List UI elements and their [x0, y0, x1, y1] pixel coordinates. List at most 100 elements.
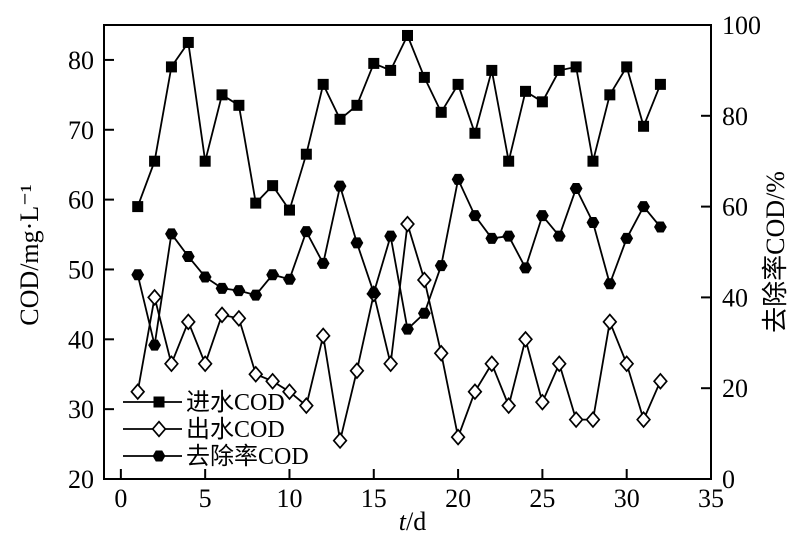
hexagon-marker-icon	[266, 269, 280, 281]
y-left-tick-label: 30	[68, 395, 94, 424]
y-right-tick-label: 40	[722, 283, 748, 312]
y-left-tick-label: 50	[68, 255, 94, 284]
hexagon-marker-icon	[283, 273, 296, 285]
square-marker-icon	[486, 64, 498, 76]
diamond-marker-icon	[568, 411, 584, 429]
diamond-marker-icon	[551, 355, 567, 373]
square-marker-icon	[317, 78, 329, 90]
square-marker-icon	[570, 61, 582, 73]
diamond-marker-icon	[180, 313, 196, 331]
diamond-marker-icon	[265, 372, 281, 390]
plot-border	[103, 24, 712, 480]
hexagon-marker-icon	[249, 289, 263, 301]
square-marker-icon	[351, 99, 363, 111]
diamond-marker-icon	[534, 393, 550, 411]
hexagon-marker-icon	[637, 201, 650, 213]
square-marker-icon	[267, 180, 279, 192]
y-right-axis-label: 去除率COD/%	[761, 171, 790, 333]
diamond-marker-icon	[332, 431, 348, 450]
square-marker-icon	[283, 204, 295, 216]
hexagon-marker-icon	[232, 285, 246, 297]
hexagon-marker-icon	[152, 450, 166, 462]
y-left-tick-label: 60	[68, 186, 94, 215]
diamond-marker-icon	[619, 355, 635, 373]
x-tick-label: 5	[199, 484, 212, 513]
diamond-marker-icon	[147, 288, 163, 307]
legend-label-1: 出水COD	[186, 416, 285, 443]
x-tick-label: 15	[361, 484, 387, 513]
diamond-marker-icon	[416, 271, 432, 289]
diamond-marker-icon	[433, 344, 449, 362]
y-axis-left: 20 30 40 50 60 70 80	[68, 46, 114, 494]
series-line	[136, 33, 662, 213]
square-marker-icon	[654, 78, 666, 90]
hexagon-marker-icon	[198, 271, 212, 283]
hexagon-marker-icon	[350, 237, 364, 249]
hexagon-marker-icon	[654, 221, 667, 233]
square-marker-icon	[553, 64, 565, 76]
square-marker-icon	[435, 106, 447, 118]
square-marker-icon	[469, 127, 481, 139]
hexagon-marker-icon	[620, 232, 634, 244]
diamond-marker-icon	[214, 306, 230, 324]
square-marker-icon	[182, 36, 194, 48]
hexagon-marker-icon	[586, 216, 600, 228]
hexagon-marker-icon	[215, 282, 229, 294]
diamond-marker-icon	[602, 313, 618, 331]
diamond-marker-icon	[130, 383, 146, 401]
hexagon-marker-icon	[367, 287, 381, 299]
diamond-marker-icon	[467, 383, 483, 401]
x-tick-label: 35	[698, 484, 724, 513]
hexagon-marker-icon	[181, 251, 195, 263]
square-marker-icon	[153, 396, 165, 408]
square-marker-icon	[621, 61, 633, 73]
series-0-filled-square	[132, 29, 666, 216]
hexagon-marker-icon	[519, 262, 532, 274]
y-left-tick-label: 70	[68, 116, 94, 145]
hexagon-marker-icon	[316, 257, 330, 269]
hexagon-marker-icon	[451, 173, 465, 185]
legend-label-0: 进水COD	[186, 389, 285, 416]
x-tick-label: 10	[276, 484, 302, 513]
series-1-open-diamond	[130, 215, 668, 450]
hexagon-marker-icon	[485, 232, 499, 244]
y-left-tick-label: 40	[68, 325, 94, 354]
square-marker-icon	[368, 57, 380, 69]
square-marker-icon	[385, 64, 397, 76]
hexagon-marker-icon	[148, 339, 161, 351]
y-right-tick-label: 0	[722, 465, 735, 494]
square-marker-icon	[503, 155, 515, 167]
hexagon-marker-icon	[502, 230, 516, 242]
square-marker-icon	[132, 201, 144, 213]
hexagon-marker-icon	[603, 278, 617, 290]
diamond-marker-icon	[231, 309, 247, 327]
square-marker-icon	[604, 89, 616, 101]
y-right-tick-label: 60	[722, 193, 748, 222]
diamond-marker-icon	[450, 428, 466, 446]
diamond-marker-icon	[349, 362, 365, 380]
hexagon-marker-icon	[569, 182, 583, 194]
x-tick-label: 0	[114, 484, 127, 513]
square-marker-icon	[199, 155, 211, 167]
y-axis-right: 0 20 40 60 80 100	[701, 11, 761, 494]
diamond-marker-icon	[282, 383, 297, 401]
y-right-tick-label: 100	[722, 11, 761, 40]
y-left-tick-label: 20	[68, 465, 94, 494]
diamond-marker-icon	[484, 355, 500, 373]
hexagon-marker-icon	[417, 307, 431, 319]
hexagon-marker-icon	[131, 269, 145, 281]
diamond-marker-icon	[151, 420, 167, 438]
diamond-marker-icon	[383, 355, 399, 373]
diamond-marker-icon	[197, 355, 213, 373]
legend-label-2: 去除率COD	[186, 443, 309, 470]
diamond-marker-icon	[164, 355, 179, 373]
square-marker-icon	[402, 29, 413, 41]
hexagon-marker-icon	[468, 210, 482, 222]
hexagon-marker-icon	[384, 230, 398, 242]
square-marker-icon	[536, 96, 548, 108]
diamond-marker-icon	[636, 411, 651, 429]
hexagon-marker-icon	[434, 260, 448, 272]
